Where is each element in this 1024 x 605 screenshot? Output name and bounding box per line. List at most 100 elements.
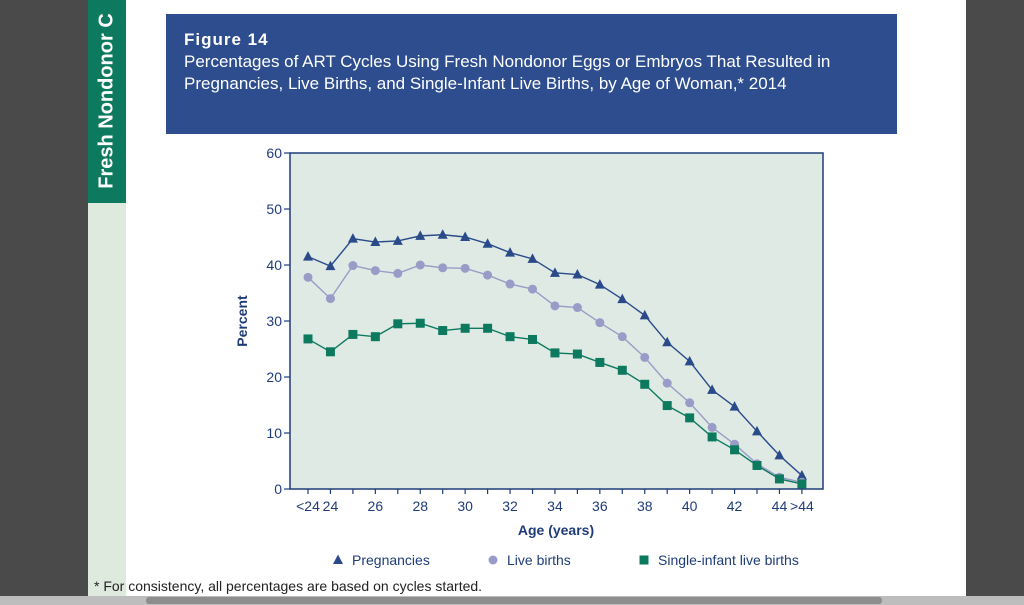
- legend-marker: [333, 554, 343, 564]
- x-tick-label: 32: [502, 498, 518, 514]
- x-tick-label: 24: [323, 498, 339, 514]
- data-point: [370, 266, 380, 276]
- data-point: [438, 263, 448, 273]
- y-tick-label: 10: [266, 425, 282, 441]
- data-point: [505, 332, 515, 342]
- data-point: [303, 272, 313, 282]
- series-layer: [303, 229, 807, 489]
- data-point: [505, 279, 515, 289]
- data-point: [640, 352, 650, 362]
- data-point: [348, 329, 358, 339]
- data-point: [572, 269, 583, 279]
- data-point: [595, 318, 605, 328]
- data-point: [662, 401, 672, 411]
- figure-title: Percentages of ART Cycles Using Fresh No…: [184, 52, 831, 93]
- figure-label: Figure 14: [184, 30, 269, 49]
- data-point: [505, 247, 516, 257]
- data-point: [392, 235, 403, 245]
- data-point: [549, 267, 560, 277]
- data-point: [303, 251, 313, 261]
- y-tick-label: 60: [266, 145, 282, 161]
- x-tick-label: 26: [368, 498, 384, 514]
- y-tick-label: 0: [274, 481, 282, 497]
- legend-marker: [488, 555, 498, 565]
- data-point: [572, 303, 582, 313]
- data-point: [483, 323, 493, 333]
- x-tick-label: 38: [637, 498, 653, 514]
- data-point: [707, 384, 718, 394]
- data-point: [325, 294, 335, 304]
- y-tick-label: 50: [266, 201, 282, 217]
- legend-label: Live births: [507, 552, 571, 568]
- x-tick-label: <24: [296, 498, 320, 514]
- data-point: [528, 284, 537, 294]
- legend-label: Single-infant live births: [658, 552, 799, 568]
- data-point: [370, 332, 380, 342]
- series-live-births: [303, 260, 807, 487]
- x-tick-label: 30: [457, 498, 473, 514]
- data-point: [572, 349, 582, 359]
- data-point: [797, 479, 807, 489]
- data-point: [460, 231, 471, 241]
- y-axis: 0 10 20 30 40 50 60: [266, 145, 290, 497]
- data-point: [796, 470, 807, 480]
- y-tick-label: 40: [266, 257, 282, 273]
- data-point: [707, 432, 717, 442]
- x-tick-label: 40: [682, 498, 698, 514]
- data-point: [438, 326, 448, 336]
- plot-area: [289, 152, 824, 490]
- scrollbar-thumb[interactable]: [146, 597, 882, 604]
- data-point: [347, 233, 358, 243]
- x-tick-label: 34: [547, 498, 563, 514]
- data-point: [527, 253, 538, 263]
- data-point: [662, 336, 673, 347]
- x-axis: <24 24 26 28 30 32 34 36 38 40 42 44 >44: [296, 489, 814, 514]
- data-point: [370, 236, 381, 247]
- data-point: [730, 445, 740, 455]
- data-point: [662, 378, 672, 388]
- data-point: [550, 301, 560, 311]
- x-tick-label: >44: [790, 498, 814, 514]
- data-point: [594, 279, 605, 289]
- data-point: [685, 413, 695, 423]
- data-point: [348, 261, 358, 271]
- data-point: [685, 398, 695, 408]
- data-point: [415, 260, 425, 270]
- data-point: [460, 263, 470, 273]
- data-point: [617, 365, 627, 375]
- x-tick-label: 36: [592, 498, 608, 514]
- x-axis-title: Age (years): [518, 522, 594, 538]
- x-tick-label: 44: [772, 498, 788, 514]
- side-strip: [88, 203, 126, 605]
- data-point: [639, 309, 650, 320]
- data-point: [729, 401, 740, 411]
- x-tick-label: 28: [412, 498, 428, 514]
- y-tick-label: 30: [266, 313, 282, 329]
- data-point: [617, 293, 628, 304]
- data-point: [483, 270, 493, 280]
- data-point: [325, 260, 336, 271]
- data-point: [752, 460, 762, 470]
- data-point: [595, 357, 605, 367]
- series-pregnancies: [303, 229, 807, 480]
- data-point: [752, 425, 762, 436]
- data-point: [325, 347, 335, 357]
- legend: Pregnancies Live births Single-infant live…: [333, 552, 799, 568]
- data-point: [415, 318, 425, 328]
- section-side-tab: Fresh Nondonor C: [88, 0, 126, 203]
- legend-label: Pregnancies: [352, 552, 430, 568]
- data-point: [640, 379, 650, 389]
- data-point: [303, 334, 313, 344]
- data-point: [415, 230, 426, 240]
- data-point: [774, 474, 784, 484]
- data-point: [684, 355, 695, 366]
- data-point: [437, 229, 448, 239]
- data-point: [617, 332, 627, 342]
- y-axis-title: Percent: [234, 295, 250, 347]
- legend-marker: [639, 555, 649, 565]
- footnote: * For consistency, all percentages are b…: [94, 578, 483, 594]
- data-point: [550, 348, 560, 358]
- data-point: [774, 449, 785, 460]
- x-tick-label: 42: [727, 498, 743, 514]
